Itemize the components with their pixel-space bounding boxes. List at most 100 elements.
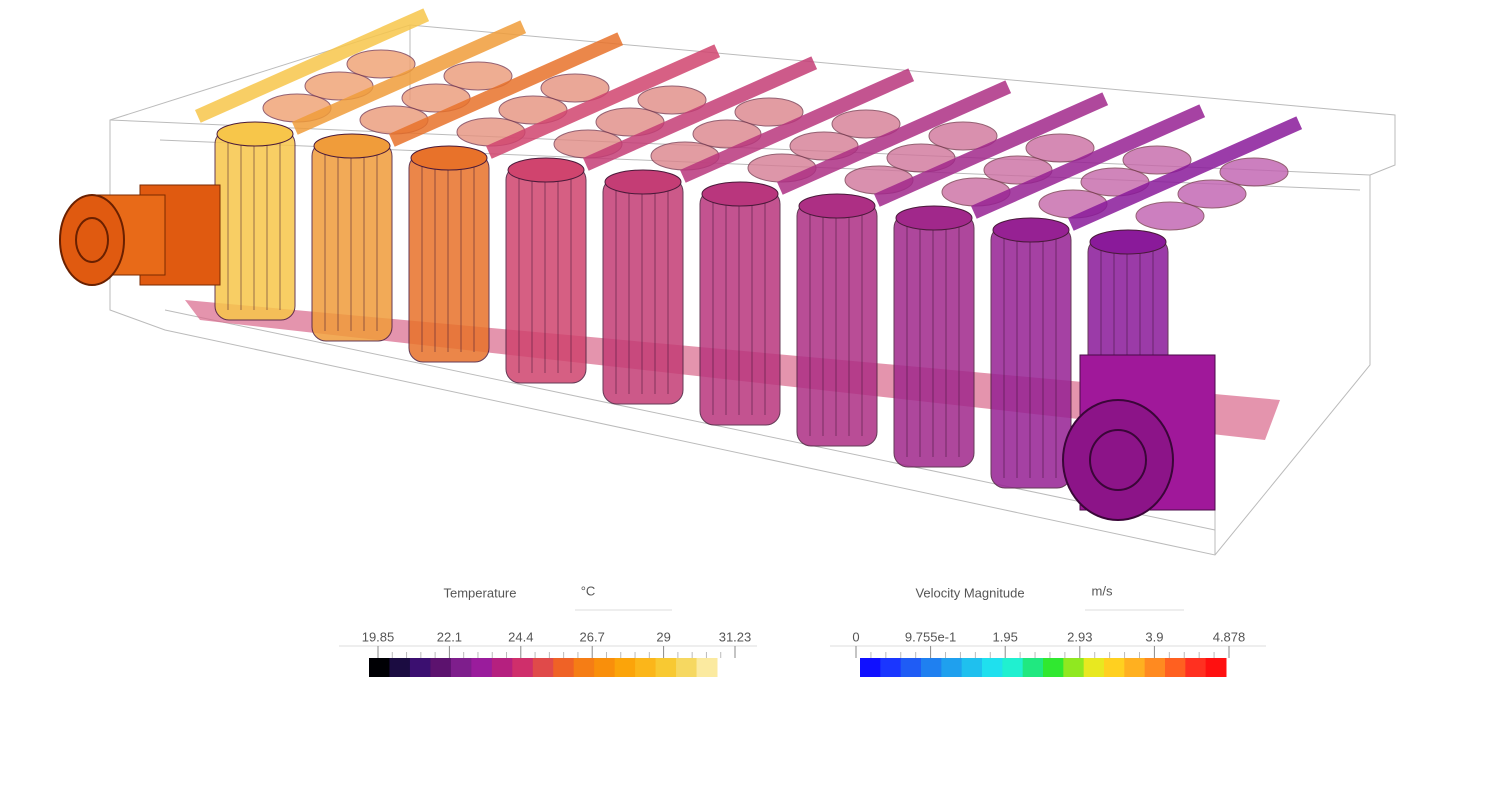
color-swatch — [921, 658, 942, 677]
bus-bar — [292, 20, 527, 135]
cell — [602, 177, 684, 405]
connector-face — [59, 194, 125, 286]
cell-cap — [313, 133, 391, 159]
cell-top — [1025, 133, 1095, 163]
color-swatch — [1205, 658, 1227, 677]
legend-title: Velocity Magnitude — [915, 585, 1024, 600]
color-swatch — [961, 658, 983, 677]
color-swatch — [594, 658, 616, 677]
bus-bar — [583, 56, 818, 171]
temperature-legend: Temperature °C 19.85 22.1 24.4 26.7 29 31.23 — [339, 583, 757, 677]
tick-label: 1.95 — [993, 629, 1018, 644]
cell-top — [1219, 157, 1289, 187]
tick-label: 0 — [852, 629, 859, 644]
legend-unit: m/s — [1092, 583, 1113, 598]
color-swatch — [471, 658, 493, 677]
cell-top — [443, 61, 513, 91]
cell-top — [1135, 201, 1205, 231]
bus-bar — [1068, 116, 1303, 231]
bus-bar — [389, 32, 624, 147]
cell-top — [540, 73, 610, 103]
cell-top — [1177, 179, 1247, 209]
right-connector — [1062, 354, 1216, 521]
cell-cap — [992, 217, 1070, 243]
color-swatch — [1063, 658, 1085, 677]
bus-bar — [485, 44, 721, 159]
cell-top — [346, 49, 416, 79]
bus-bar — [777, 80, 1012, 195]
cell-top — [637, 85, 707, 115]
legend-title: Temperature — [444, 585, 517, 600]
edge — [164, 309, 1216, 531]
cell — [311, 141, 393, 342]
cell — [990, 225, 1072, 489]
cell-cap — [701, 181, 779, 207]
bus-bar — [680, 68, 915, 183]
color-swatch — [1083, 658, 1105, 677]
connector-ring — [75, 217, 109, 263]
color-swatch — [573, 658, 595, 677]
color-swatch — [676, 658, 698, 677]
color-swatch — [880, 658, 902, 677]
color-swatch — [1022, 658, 1044, 677]
color-swatch — [696, 658, 718, 677]
color-swatch — [614, 658, 636, 677]
bus-bar — [194, 8, 430, 123]
color-swatch — [389, 658, 411, 677]
color-swatch — [1144, 658, 1166, 677]
cell-cap — [604, 169, 682, 195]
cell — [505, 165, 587, 384]
cell-top — [734, 97, 804, 127]
cell-top — [1122, 145, 1192, 175]
cell-cap — [798, 193, 876, 219]
cell — [408, 153, 490, 363]
color-swatch — [491, 658, 513, 677]
color-swatch — [1104, 658, 1125, 677]
cell-cap — [216, 121, 294, 147]
bus-bar — [874, 92, 1109, 207]
tick-label: 22.1 — [437, 629, 462, 644]
color-swatch — [941, 658, 963, 677]
cell — [214, 129, 296, 321]
color-swatch — [1185, 658, 1207, 677]
cell-cap — [410, 145, 488, 171]
tick-label: 19.85 — [362, 629, 395, 644]
cell-cap — [1089, 229, 1167, 255]
color-swatch — [532, 658, 554, 677]
velocity-legend: Velocity Magnitude m/s 0 9.755e-1 1.95 2.93 3.… — [830, 583, 1266, 677]
color-swatch — [553, 658, 575, 677]
cell-top — [831, 109, 901, 139]
color-swatch — [1002, 658, 1024, 677]
tick-label: 4.878 — [1213, 629, 1246, 644]
battery-model — [59, 8, 1396, 556]
color-swatch — [369, 658, 390, 677]
color-swatch — [409, 658, 431, 677]
connector-ring — [1089, 429, 1147, 491]
color-swatch — [982, 658, 1003, 677]
tick-label: 9.755e-1 — [905, 629, 956, 644]
color-swatch — [512, 658, 534, 677]
legend-unit: °C — [581, 583, 596, 598]
color-swatch — [635, 658, 657, 677]
tick-label: 3.9 — [1145, 629, 1163, 644]
tick-label: 26.7 — [580, 629, 605, 644]
color-swatch — [1165, 658, 1186, 677]
bus-bar — [970, 104, 1206, 219]
cell-top — [928, 121, 998, 151]
cell — [796, 201, 878, 447]
left-connector — [59, 184, 221, 286]
color-swatch — [900, 658, 922, 677]
connector-face — [1062, 399, 1174, 521]
tick-label: 24.4 — [508, 629, 533, 644]
color-swatch — [655, 658, 677, 677]
color-swatch — [1124, 658, 1146, 677]
color-swatch — [1043, 658, 1064, 677]
cell — [893, 213, 975, 468]
cells — [194, 8, 1303, 510]
color-swatch — [450, 658, 472, 677]
tick-label: 2.93 — [1067, 629, 1092, 644]
color-swatch — [860, 658, 881, 677]
tick-label: 29 — [656, 629, 670, 644]
